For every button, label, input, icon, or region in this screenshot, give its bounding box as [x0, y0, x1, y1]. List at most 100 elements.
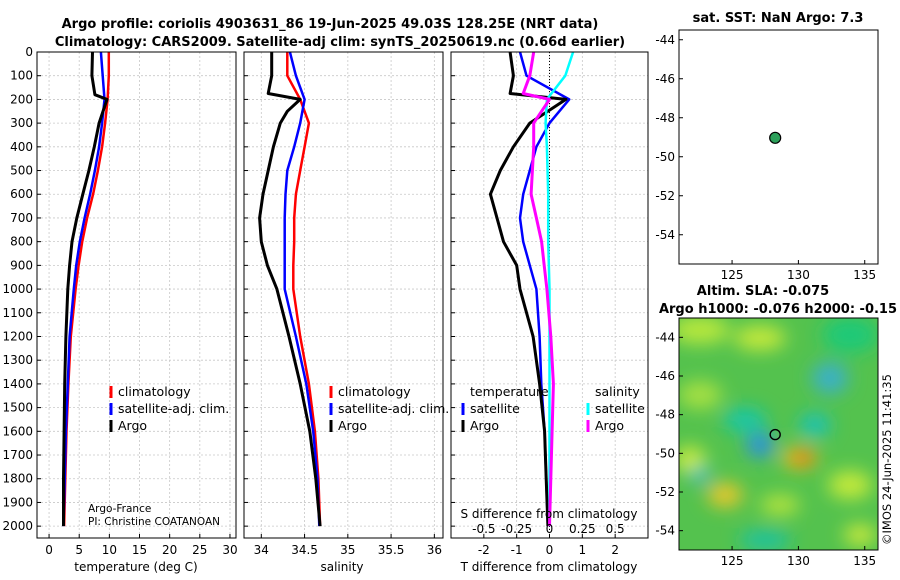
legend-t-argo: Argo	[470, 418, 499, 433]
legend-s-satellite: satellite	[595, 401, 645, 416]
y-tick-label: 1400	[2, 377, 33, 391]
map-y-tick-label: -46	[655, 72, 675, 86]
sst-title: sat. SST: NaN Argo: 7.3	[693, 11, 864, 26]
sla-blob	[793, 452, 813, 464]
y-tick-label: 600	[10, 187, 33, 201]
legend-sal-satellite: satellite-adj. clim.	[338, 401, 449, 416]
sla-blob	[679, 446, 706, 474]
map-x-tick-label: 135	[853, 268, 876, 282]
map-y-tick-label: -50	[655, 150, 675, 164]
y-tick-label: 1100	[2, 306, 33, 320]
temperature-ticks: 0100200300400500600700800900100011001200…	[2, 45, 237, 557]
y-tick-label: 1800	[2, 472, 33, 486]
legend-salinity-title: salinity	[595, 384, 640, 399]
x-tick-label: 25	[192, 543, 207, 557]
temperature-legend: climatology satellite-adj. clim. Argo	[109, 384, 229, 433]
map-y-tick-label: -50	[655, 446, 675, 460]
x-tick-label: 5	[75, 543, 83, 557]
map-x-tick-label: 125	[721, 554, 744, 568]
y-tick-label: 100	[10, 69, 33, 83]
x-tick-label: 10	[102, 543, 117, 557]
top-x-tick-label: -0.5	[472, 522, 495, 536]
map-y-tick-label: -46	[655, 369, 675, 383]
y-tick-label: 400	[10, 140, 33, 154]
difference-lines	[488, 52, 575, 527]
map-y-tick-label: -54	[655, 524, 675, 538]
y-tick-label: 1300	[2, 353, 33, 367]
temperature-lines	[62, 52, 111, 527]
sla-blob	[679, 318, 730, 344]
map-y-tick-label: -54	[655, 228, 675, 242]
y-tick-label: 200	[10, 92, 33, 106]
x-tick-label: 34	[254, 543, 269, 557]
series-line-argo	[258, 52, 322, 527]
x-tick-label: 1	[579, 543, 587, 557]
y-tick-label: 2000	[2, 519, 33, 533]
imos-timestamp: ©IMOS 24-Jun-2025 11:41:35	[880, 374, 894, 545]
top-x-tick-label: -0.25	[501, 522, 532, 536]
sla-blob	[734, 326, 786, 350]
x-tick-label: 35.5	[378, 543, 405, 557]
x-tick-label: 34.5	[291, 543, 318, 557]
sla-blob	[707, 483, 743, 507]
y-tick-label: 300	[10, 116, 33, 130]
sla-blob	[760, 495, 800, 515]
sst-map-ticks: 125 130 135 -44 -46 -48 -50 -52 -54	[655, 33, 876, 282]
difference-top-axis-label: S difference from climatology	[461, 507, 638, 521]
map-x-tick-label: 130	[787, 554, 810, 568]
y-tick-label: 800	[10, 235, 33, 249]
sla-title: Altim. SLA: -0.075	[697, 284, 829, 299]
map-y-tick-label: -48	[655, 111, 675, 125]
x-tick-label: 20	[162, 543, 177, 557]
sla-blob	[822, 318, 878, 353]
x-tick-label: 30	[222, 543, 237, 557]
map-x-tick-label: 135	[853, 554, 876, 568]
legend-s-argo: Argo	[595, 418, 624, 433]
map-x-tick-label: 130	[787, 268, 810, 282]
y-tick-label: 0	[25, 45, 33, 59]
map-x-tick-label: 125	[721, 268, 744, 282]
sla-map-axes	[678, 317, 879, 551]
map-y-tick-label: -44	[655, 330, 675, 344]
y-tick-label: 1500	[2, 401, 33, 415]
sla-heatmap	[679, 318, 878, 550]
y-tick-label: 500	[10, 164, 33, 178]
x-tick-label: 2	[611, 543, 619, 557]
salinity-axes-background	[244, 52, 443, 538]
salinity-panel: 34 34.5 35 35.5 36 salinity climatology sate…	[243, 51, 449, 574]
difference-ticks: -2 -1 0 1 2 -0.5 -0.25 0 0.25 0.5	[451, 51, 625, 557]
top-x-tick-label: 0	[546, 522, 554, 536]
series-line-climatology	[286, 52, 322, 527]
legend-t-satellite: satellite	[470, 401, 520, 416]
legend-satellite: satellite-adj. clim.	[118, 401, 229, 416]
difference-panel: -2 -1 0 1 2 -0.5 -0.25 0 0.25 0.5 S difference fr…	[450, 51, 649, 574]
x-tick-label: 35	[340, 543, 355, 557]
difference-xlabel: T difference from climatology	[460, 560, 638, 574]
top-x-tick-label: 0.5	[606, 522, 625, 536]
y-tick-label: 1900	[2, 495, 33, 509]
credit-line-2: PI: Christine COATANOAN	[88, 516, 220, 528]
sla-blob	[679, 381, 722, 409]
sla-blob	[828, 471, 872, 499]
map-y-tick-label: -52	[655, 189, 675, 203]
sla-subtitle: Argo h1000: -0.076 h2000: -0.15	[659, 302, 897, 317]
legend-climatology: climatology	[118, 384, 191, 399]
sla-blob	[690, 467, 710, 483]
y-tick-label: 1700	[2, 448, 33, 462]
sst-map-axes	[678, 29, 879, 265]
argo-float-sla-marker	[769, 428, 781, 441]
salinity-axes-frame	[243, 51, 444, 539]
salinity-lines	[258, 52, 322, 527]
y-tick-label: 700	[10, 211, 33, 225]
sla-blob	[739, 530, 791, 550]
temperature-axes-background	[37, 52, 236, 538]
legend-argo: Argo	[118, 418, 147, 433]
y-tick-label: 900	[10, 258, 33, 272]
x-tick-label: 36	[427, 543, 442, 557]
temperature-axes-frame	[36, 51, 237, 539]
legend-temperature-title: temperature	[470, 384, 549, 399]
legend-sal-climatology: climatology	[338, 384, 411, 399]
x-tick-label: -1	[511, 543, 523, 557]
